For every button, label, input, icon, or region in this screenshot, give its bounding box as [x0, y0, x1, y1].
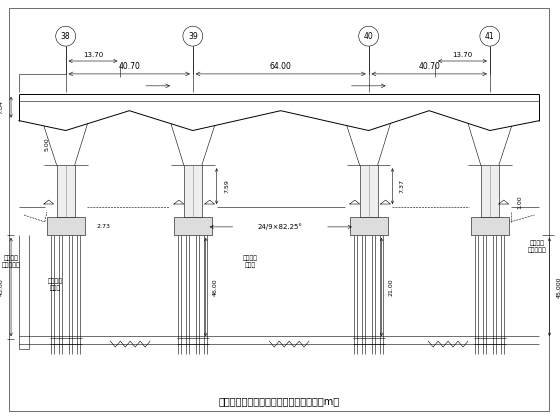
Text: 24/9×82.25°: 24/9×82.25° [258, 223, 302, 230]
Text: 38: 38 [61, 32, 71, 41]
Text: 设计地面
开挖线: 设计地面 开挖线 [243, 256, 258, 268]
Text: 21.00: 21.00 [389, 278, 394, 296]
Text: 40.70: 40.70 [418, 63, 440, 71]
Text: 施工期间
地面处理线: 施工期间 地面处理线 [2, 256, 20, 268]
Text: 特大桥连续梁平面图、纵断面图（单位：m）: 特大桥连续梁平面图、纵断面图（单位：m） [218, 396, 340, 406]
Text: 7.59: 7.59 [224, 179, 229, 193]
Bar [57, 165, 74, 217]
Bar [481, 165, 499, 217]
Bar [350, 217, 388, 235]
Text: 43.00: 43.00 [0, 278, 3, 296]
Text: 40.70: 40.70 [118, 63, 140, 71]
Text: 7.84: 7.84 [0, 100, 3, 114]
Text: 2.73: 2.73 [96, 224, 110, 229]
Bar [360, 165, 377, 217]
Text: 46.00: 46.00 [213, 278, 218, 296]
Text: 施工期间
地面处理线: 施工期间 地面处理线 [528, 241, 547, 253]
Text: 40: 40 [364, 32, 374, 41]
Bar [184, 165, 202, 217]
Bar [471, 217, 508, 235]
Bar [47, 217, 85, 235]
Text: 5.00: 5.00 [44, 137, 49, 151]
Text: 39: 39 [188, 32, 198, 41]
Text: 1.00: 1.00 [517, 195, 522, 209]
Bar [174, 217, 212, 235]
Text: 45.000: 45.000 [557, 276, 560, 298]
Text: 13.70: 13.70 [452, 52, 473, 58]
Text: 设计地面
开挖线: 设计地面 开挖线 [48, 278, 63, 291]
Text: 7.37: 7.37 [400, 179, 405, 193]
Text: 13.70: 13.70 [83, 52, 103, 58]
Text: 41: 41 [485, 32, 494, 41]
Text: 64.00: 64.00 [270, 63, 292, 71]
